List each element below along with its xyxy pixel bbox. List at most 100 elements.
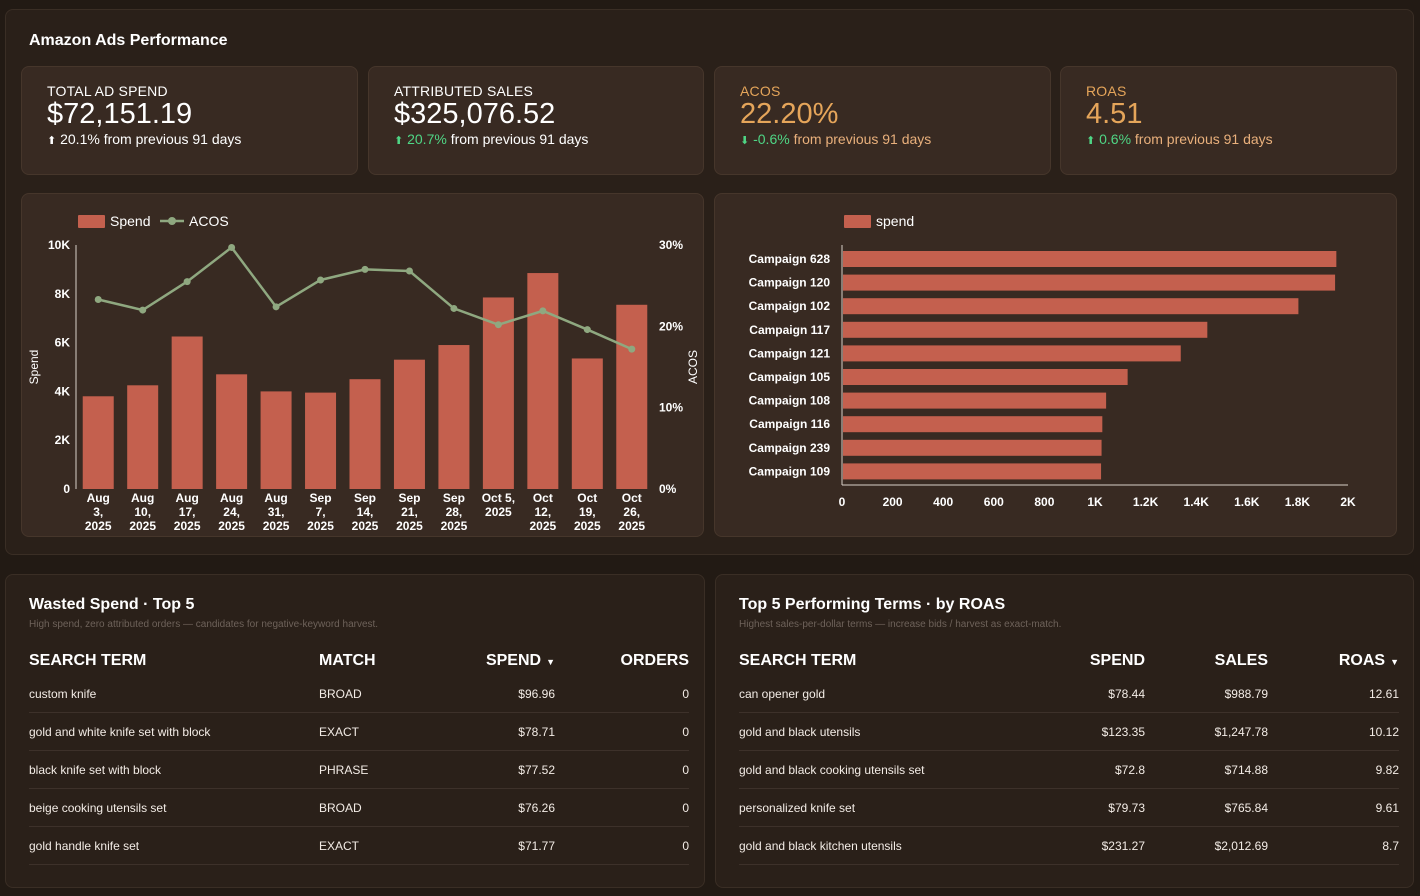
- x-tick-label-line: 3,: [93, 505, 103, 519]
- spend-cell: $72.8: [1029, 750, 1145, 789]
- table-row[interactable]: gold and black kitchen utensils $231.27 $2…: [739, 826, 1399, 865]
- x-tick-label-line: 19,: [579, 505, 596, 519]
- spend-cell: $76.26: [439, 788, 555, 827]
- column-header-spend[interactable]: SPEND: [1089, 652, 1145, 669]
- orders-cell: 0: [555, 826, 689, 865]
- campaign-spend-bar: [843, 345, 1181, 362]
- table-row[interactable]: beige cooking utensils set BROAD $76.26 0: [29, 788, 689, 827]
- kpi-label: ACOS: [740, 83, 781, 99]
- kpi-delta: ⬆ 20.7% from previous 91 days: [394, 131, 588, 147]
- x-tick-label-line: Sep: [354, 491, 376, 505]
- column-header-roas[interactable]: ROAS ▼: [1268, 647, 1399, 675]
- kpi-delta: ⬆ 0.6% from previous 91 days: [1086, 131, 1273, 147]
- kpi-label: ATTRIBUTED SALES: [394, 83, 534, 99]
- match-type-cell: BROAD: [319, 788, 439, 827]
- legend-label-spend: Spend: [110, 213, 150, 229]
- search-term-cell: personalized knife set: [739, 788, 1029, 827]
- table-row[interactable]: gold handle knife set EXACT $71.77 0: [29, 826, 689, 865]
- x-tick-label: 0: [839, 495, 846, 509]
- campaign-spend-bar: [843, 463, 1102, 480]
- top-terms-table: SEARCH TERM SPEND SALES ROAS ▼ can opener…: [739, 647, 1399, 865]
- roas-cell: 9.61: [1268, 788, 1399, 827]
- kpi-delta-text: from previous 91 days: [793, 131, 932, 147]
- x-tick-label-line: 28,: [446, 505, 463, 519]
- campaign-label: Campaign 121: [749, 346, 831, 360]
- x-tick-label-line: Aug: [87, 491, 110, 505]
- acos-point: [361, 265, 369, 273]
- campaign-label: Campaign 120: [749, 276, 831, 290]
- x-tick-label: 600: [984, 495, 1004, 509]
- x-tick-label: Sep 14, 2025: [352, 491, 379, 533]
- spend-bar: [349, 379, 381, 489]
- column-header-sales[interactable]: SALES: [1214, 652, 1268, 669]
- acos-point: [450, 304, 458, 312]
- acos-point: [228, 243, 236, 251]
- kpi-label: TOTAL AD SPEND: [47, 83, 168, 99]
- table-row[interactable]: black knife set with block PHRASE $77.52 0: [29, 750, 689, 789]
- x-tick-label-line: Aug: [220, 491, 243, 505]
- kpi-card-roas: ROAS 4.51 ⬆ 0.6% from previous 91 days: [1060, 66, 1397, 175]
- kpi-delta-text: from previous 91 days: [103, 131, 242, 147]
- x-tick-label-line: Oct: [533, 491, 553, 505]
- table-row[interactable]: gold and white knife set with block EXACT…: [29, 712, 689, 751]
- column-header-search-term[interactable]: SEARCH TERM: [29, 652, 147, 669]
- table-row[interactable]: personalized knife set $79.73 $765.84 9.61: [739, 788, 1399, 827]
- acos-point: [628, 345, 636, 353]
- spend-cell: $231.27: [1029, 826, 1145, 865]
- kpi-value: $72,151.19: [47, 98, 193, 130]
- spend-bar: [527, 273, 559, 489]
- campaign-label: Campaign 108: [749, 394, 831, 408]
- spend-bar: [482, 297, 514, 489]
- wasted-spend-subtitle: High spend, zero attributed orders — can…: [29, 619, 379, 630]
- table-row[interactable]: gold and black utensils $123.35 $1,247.78 1…: [739, 712, 1399, 751]
- wasted-spend-table: SEARCH TERM MATCH SPEND ▼ ORDERS custom k…: [29, 647, 689, 865]
- spend-acos-chart-card: Spend ACOS 0 2K 4K 6K 8K 10K 0% 10% 20% 30% Spend ACO…: [21, 193, 704, 537]
- x-tick-label: Sep 21, 2025: [396, 491, 423, 533]
- acos-point: [94, 295, 102, 303]
- acos-point: [494, 321, 502, 329]
- column-header-orders[interactable]: ORDERS: [620, 652, 689, 669]
- x-tick-label-line: Oct: [622, 491, 642, 505]
- x-tick-label: Oct 26, 2025: [618, 491, 645, 533]
- spend-bar: [216, 374, 248, 489]
- x-tick-label: Oct 12, 2025: [529, 491, 556, 533]
- orders-cell: 0: [555, 750, 689, 789]
- column-header-match[interactable]: MATCH: [319, 652, 376, 669]
- spend-bar: [305, 392, 337, 489]
- arrow-down-icon: ⬇: [740, 135, 750, 147]
- match-type-cell: PHRASE: [319, 750, 439, 789]
- legend-label-spend: spend: [876, 213, 914, 229]
- arrow-up-icon: ⬆: [1086, 135, 1096, 147]
- table-row[interactable]: custom knife BROAD $96.96 0: [29, 675, 689, 713]
- orders-cell: 0: [555, 712, 689, 751]
- column-header-spend[interactable]: SPEND ▼: [439, 647, 555, 675]
- match-type-cell: EXACT: [319, 826, 439, 865]
- table-row[interactable]: gold and black cooking utensils set $72.8…: [739, 750, 1399, 789]
- spend-bar: [127, 385, 159, 489]
- x-tick-label-line: 2025: [85, 519, 112, 533]
- y2-axis-title: ACOS: [686, 350, 700, 384]
- x-tick-label-line: 2025: [263, 519, 290, 533]
- x-tick-label-line: Aug: [175, 491, 198, 505]
- spend-bar: [571, 358, 603, 489]
- kpi-delta-value: -0.6%: [753, 131, 790, 147]
- x-tick-label-line: 2025: [529, 519, 556, 533]
- campaign-label: Campaign 628: [749, 252, 831, 266]
- x-tick-label: Oct 19, 2025: [574, 491, 601, 533]
- campaign-spend-bar: [843, 439, 1102, 456]
- kpi-delta-text: from previous 91 days: [450, 131, 589, 147]
- match-type-cell: EXACT: [319, 712, 439, 751]
- x-tick-label: Aug 3, 2025: [85, 491, 112, 533]
- kpi-card-total-ad-spend: TOTAL AD SPEND $72,151.19 ⬆ 20.1% from p…: [21, 66, 358, 175]
- campaign-spend-bar: [843, 298, 1299, 315]
- x-tick-label-line: 26,: [623, 505, 640, 519]
- x-tick-label-line: 2025: [485, 505, 512, 519]
- campaign-label: Campaign 239: [749, 441, 831, 455]
- x-tick-label-line: Aug: [131, 491, 154, 505]
- column-header-search-term[interactable]: SEARCH TERM: [739, 652, 857, 669]
- x-tick-label-line: 12,: [535, 505, 552, 519]
- x-tick-label: 1.4K: [1184, 495, 1210, 509]
- campaign-spend-bar: [843, 321, 1208, 338]
- top-terms-title: Top 5 Performing Terms · by ROAS: [739, 596, 1006, 613]
- table-row[interactable]: can opener gold $78.44 $988.79 12.61: [739, 675, 1399, 713]
